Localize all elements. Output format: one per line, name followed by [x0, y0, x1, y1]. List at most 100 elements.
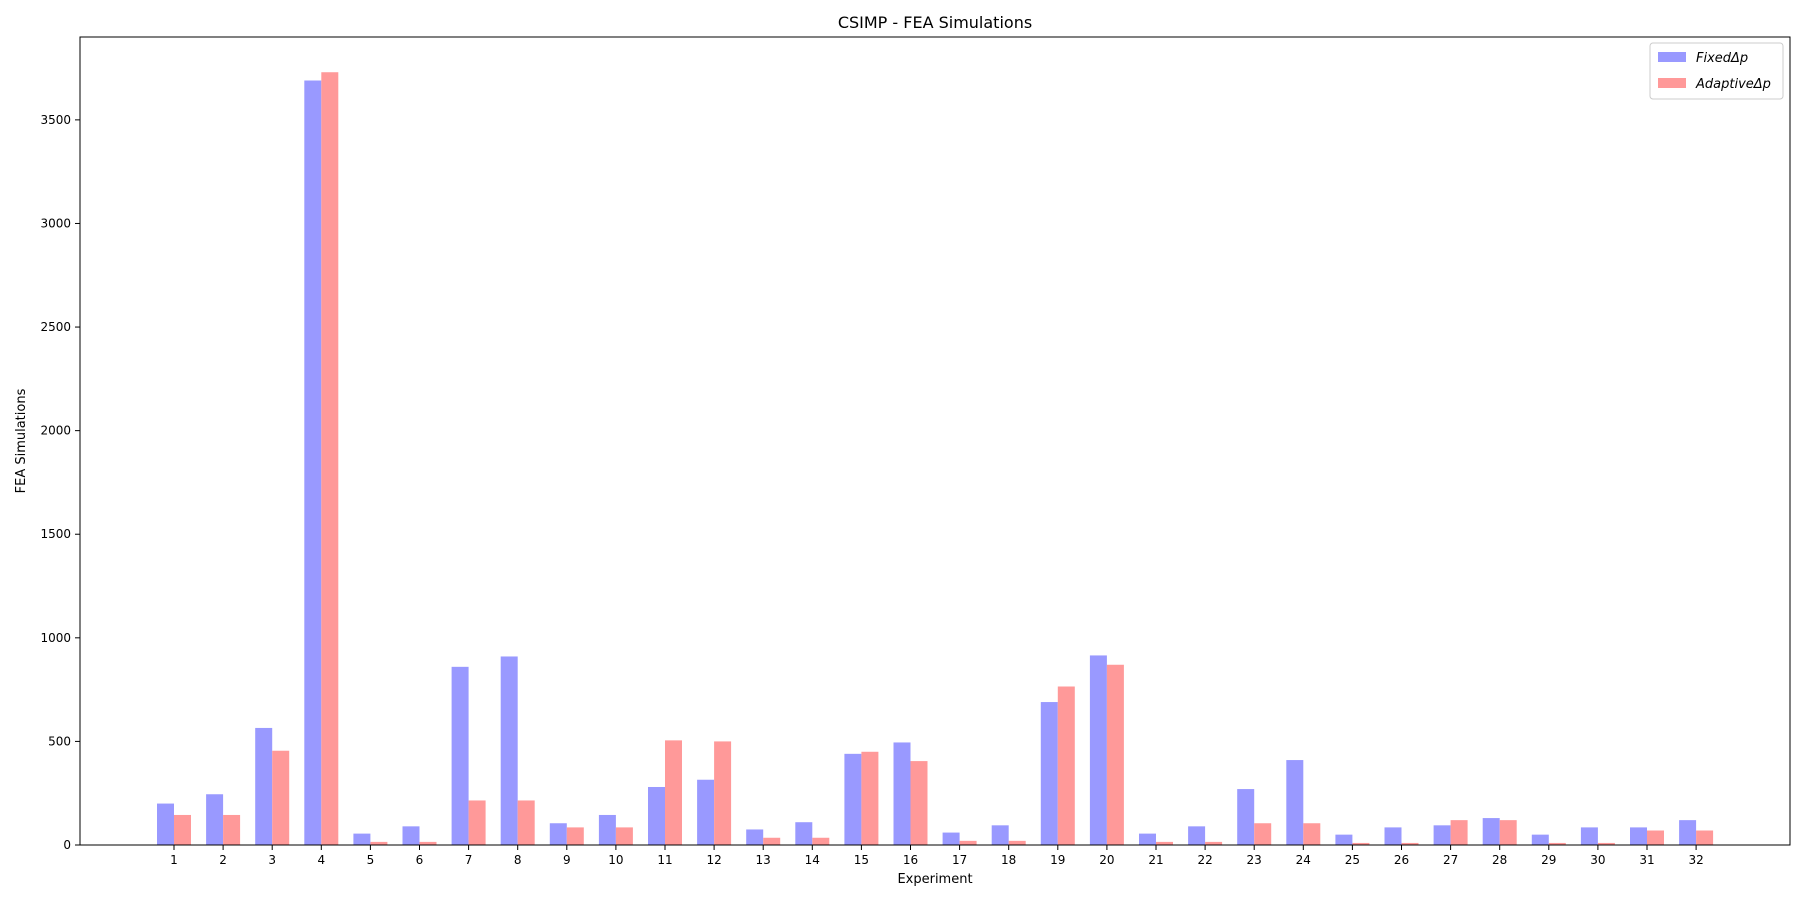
- bar-adaptive-exp-28: [1499, 820, 1517, 845]
- bar-adaptive-exp-10: [615, 827, 633, 845]
- bar-fixed-exp-3: [255, 727, 273, 845]
- bar-adaptive-exp-15: [861, 751, 879, 845]
- bar-fixed-exp-1: [157, 803, 174, 845]
- plot-frame: [79, 36, 1791, 846]
- bar-adaptive-exp-31: [1647, 830, 1664, 845]
- bar-adaptive-exp-29: [1548, 842, 1566, 845]
- x-tick-label: 32: [1688, 853, 1703, 867]
- y-axis: 0 500 1000 1500 2000 2500 3000 3500: [40, 113, 80, 852]
- bar-adaptive-exp-2: [223, 814, 241, 845]
- y-tick-label: 0: [63, 838, 71, 852]
- x-tick-label: 20: [1099, 853, 1114, 867]
- x-tick-label: 1: [170, 853, 178, 867]
- bar-adaptive-exp-17: [959, 840, 977, 845]
- legend-label-adaptive: AdaptiveΔp: [1695, 77, 1771, 92]
- bar-fixed-exp-9: [549, 823, 567, 845]
- legend: FixedΔp AdaptiveΔp: [1649, 42, 1784, 100]
- bar-adaptive-exp-24: [1303, 823, 1321, 845]
- bar-adaptive-exp-20: [1106, 664, 1124, 845]
- x-tick-label: 27: [1443, 853, 1458, 867]
- bar-adaptive-exp-18: [1008, 840, 1026, 845]
- bar-fixed-exp-20: [1089, 655, 1107, 845]
- x-tick-label: 25: [1345, 853, 1360, 867]
- bar-adaptive-exp-1: [174, 814, 191, 845]
- y-tick-label: 1000: [40, 631, 71, 645]
- x-tick-label: 29: [1541, 853, 1556, 867]
- bar-adaptive-exp-22: [1205, 841, 1223, 845]
- bar-fixed-exp-14: [795, 822, 813, 845]
- bar-adaptive-exp-8: [517, 800, 535, 845]
- bar-fixed-exp-18: [991, 825, 1009, 845]
- bar-adaptive-exp-3: [272, 750, 290, 845]
- bar-fixed-exp-6: [402, 826, 420, 845]
- x-tick-label: 7: [465, 853, 473, 867]
- legend-swatch-adaptive: [1658, 78, 1686, 88]
- bar-adaptive-exp-7: [468, 800, 486, 845]
- bar-fixed-exp-31: [1630, 827, 1647, 845]
- bar-fixed-exp-16: [893, 742, 911, 845]
- x-tick-label: 2: [219, 853, 227, 867]
- bar-adaptive-exp-6: [419, 841, 437, 845]
- x-tick-label: 3: [268, 853, 276, 867]
- bar-fixed-exp-7: [451, 666, 469, 845]
- x-tick-label: 23: [1247, 853, 1262, 867]
- bar-adaptive-exp-11: [665, 740, 682, 845]
- x-tick-label: 19: [1050, 853, 1065, 867]
- bar-adaptive-exp-25: [1352, 842, 1370, 845]
- bar-fixed-exp-15: [844, 753, 862, 845]
- bar-adaptive-exp-14: [812, 837, 830, 845]
- x-tick-label: 15: [854, 853, 869, 867]
- bar-adaptive-exp-21: [1156, 841, 1173, 845]
- bar-adaptive-exp-23: [1254, 823, 1272, 845]
- bar-adaptive-exp-16: [910, 761, 928, 845]
- y-tick-label: 3000: [40, 216, 71, 230]
- bar-fixed-exp-28: [1482, 818, 1500, 845]
- bar-fixed-exp-17: [942, 832, 960, 845]
- x-tick-label: 16: [903, 853, 918, 867]
- x-tick-label: 26: [1394, 853, 1409, 867]
- bar-fixed-exp-12: [697, 779, 715, 845]
- bar-fixed-exp-5: [353, 833, 371, 845]
- bar-adaptive-exp-19: [1057, 686, 1075, 845]
- bar-fixed-exp-22: [1188, 826, 1206, 845]
- bar-fixed-exp-30: [1580, 827, 1598, 845]
- bar-fixed-exp-19: [1040, 702, 1058, 845]
- bar-fixed-exp-32: [1679, 820, 1697, 845]
- bar-adaptive-exp-9: [566, 827, 584, 845]
- x-axis: 1 2 3 4 5 6 7 8 9 10 11 12 13 14 15 16 17 18 19 20 21 22 23 24 2…: [170, 845, 1704, 867]
- x-tick-label: 21: [1148, 853, 1163, 867]
- y-tick-label: 2000: [40, 424, 71, 438]
- bar-adaptive-exp-30: [1597, 842, 1615, 845]
- bars-layer: [157, 72, 1714, 846]
- bar-fixed-exp-4: [304, 80, 322, 845]
- bar-fixed-exp-21: [1139, 833, 1156, 845]
- y-tick-label: 1500: [40, 527, 71, 541]
- x-tick-label: 8: [514, 853, 522, 867]
- bar-adaptive-exp-13: [763, 837, 781, 845]
- bar-fixed-exp-29: [1531, 834, 1549, 845]
- x-tick-label: 12: [706, 853, 721, 867]
- x-tick-label: 22: [1197, 853, 1212, 867]
- x-tick-label: 31: [1639, 853, 1654, 867]
- y-axis-label: FEA Simulations: [14, 388, 29, 493]
- bar-adaptive-exp-26: [1401, 842, 1419, 845]
- bar-fixed-exp-11: [648, 786, 665, 845]
- x-tick-label: 24: [1296, 853, 1311, 867]
- bar-fixed-exp-25: [1335, 834, 1353, 845]
- chart-title: CSIMP - FEA Simulations: [838, 13, 1032, 32]
- y-tick-label: 2500: [40, 320, 71, 334]
- bar-adaptive-exp-32: [1696, 830, 1714, 845]
- bar-fixed-exp-8: [500, 656, 518, 845]
- bar-adaptive-exp-4: [321, 72, 339, 846]
- bar-fixed-exp-10: [598, 814, 616, 845]
- bar-fixed-exp-24: [1286, 760, 1304, 845]
- x-axis-label: Experiment: [897, 872, 972, 887]
- bar-adaptive-exp-27: [1450, 820, 1468, 845]
- x-tick-label: 9: [563, 853, 571, 867]
- x-tick-label: 14: [805, 853, 820, 867]
- x-tick-label: 11: [657, 853, 672, 867]
- y-tick-label: 500: [48, 734, 71, 748]
- x-tick-label: 4: [317, 853, 325, 867]
